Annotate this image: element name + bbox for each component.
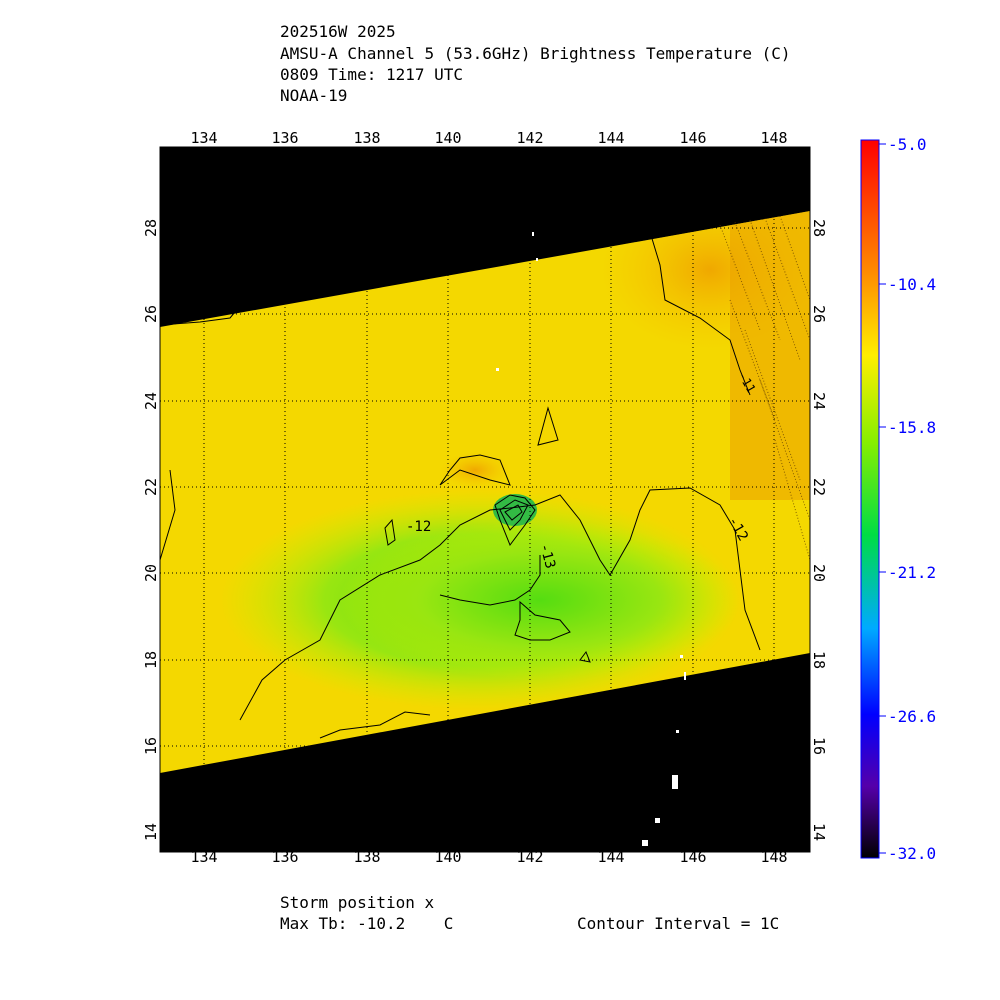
lon-label: 140 [434,848,461,866]
lat-label: 18 [142,651,160,669]
lon-label: 146 [679,129,706,147]
lat-label: 26 [142,305,160,323]
max-tb-readout: Max Tb: -10.2 C [280,914,454,933]
colorbar [860,139,880,859]
title-product: AMSU-A Channel 5 (53.6GHz) Brightness Te… [280,44,791,63]
axis-ticks [203,147,775,852]
white-artifacts [496,232,686,846]
colorbar-label: -32.0 [888,844,936,863]
colorbar-label: -10.4 [888,275,936,294]
colorbar-labels: -5.0 -10.4 -15.8 -21.2 -26.6 -32.0 [888,135,936,863]
swath-data [160,211,810,773]
lon-label: 140 [434,129,461,147]
lat-label: 18 [810,651,828,669]
lon-label: 144 [597,129,624,147]
lat-label: 20 [810,564,828,582]
title-time: 0809 Time: 1217 UTC [280,65,464,84]
colorbar-label: -15.8 [888,418,936,437]
lon-labels-top: 134 136 138 140 142 144 146 148 [190,129,787,147]
storm-position-legend: Storm position x [280,893,435,912]
lat-labels-right: 14 16 18 20 22 24 26 28 [810,219,828,841]
lon-label: 138 [353,129,380,147]
lon-label: 134 [190,848,217,866]
contour-lines [159,231,761,739]
lat-label: 26 [810,305,828,323]
colorbar-label: -5.0 [888,135,927,154]
hatch-region [719,215,811,561]
lat-label: 24 [810,392,828,410]
colorbar-label: -26.6 [888,707,936,726]
lat-label: 16 [142,737,160,755]
lon-label: 142 [516,129,543,147]
map-grid [160,147,810,852]
title-satellite: NOAA-19 [280,86,348,105]
lat-label: 22 [810,478,828,496]
lon-labels-bottom: 134 136 138 140 142 144 146 148 [190,848,787,866]
lat-label: 16 [810,737,828,755]
lat-labels-left: 14 16 18 20 22 24 26 28 [142,219,160,841]
lon-label: 134 [190,129,217,147]
lon-label: 148 [760,129,787,147]
title-storm-id: 202516W 2025 [280,22,396,41]
lat-label: 14 [810,823,828,841]
lon-label: 142 [516,848,543,866]
lon-label: 148 [760,848,787,866]
lat-label: 28 [142,219,160,237]
colorbar-label: -21.2 [888,563,936,582]
contour-label: -12 [406,519,431,535]
lat-label: 24 [142,392,160,410]
lat-label: 14 [142,823,160,841]
lon-label: 136 [271,129,298,147]
lat-label: 28 [810,219,828,237]
plot-frame [159,146,811,853]
lon-label: 138 [353,848,380,866]
lat-label: 22 [142,478,160,496]
lat-label: 20 [142,564,160,582]
colorbar-ticks [879,143,886,854]
lon-label: 136 [271,848,298,866]
lon-label: 146 [679,848,706,866]
contour-label: -13 [536,542,558,571]
lon-label: 144 [597,848,624,866]
contour-interval-readout: Contour Interval = 1C [577,914,780,933]
